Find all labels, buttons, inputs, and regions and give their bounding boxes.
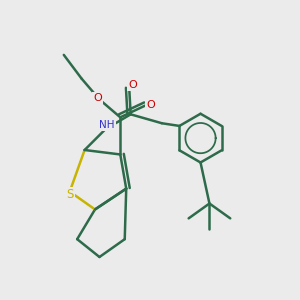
Text: NH: NH bbox=[99, 120, 115, 130]
Text: O: O bbox=[128, 80, 137, 90]
Text: S: S bbox=[66, 188, 74, 201]
Text: O: O bbox=[146, 100, 155, 110]
Text: O: O bbox=[94, 93, 102, 103]
